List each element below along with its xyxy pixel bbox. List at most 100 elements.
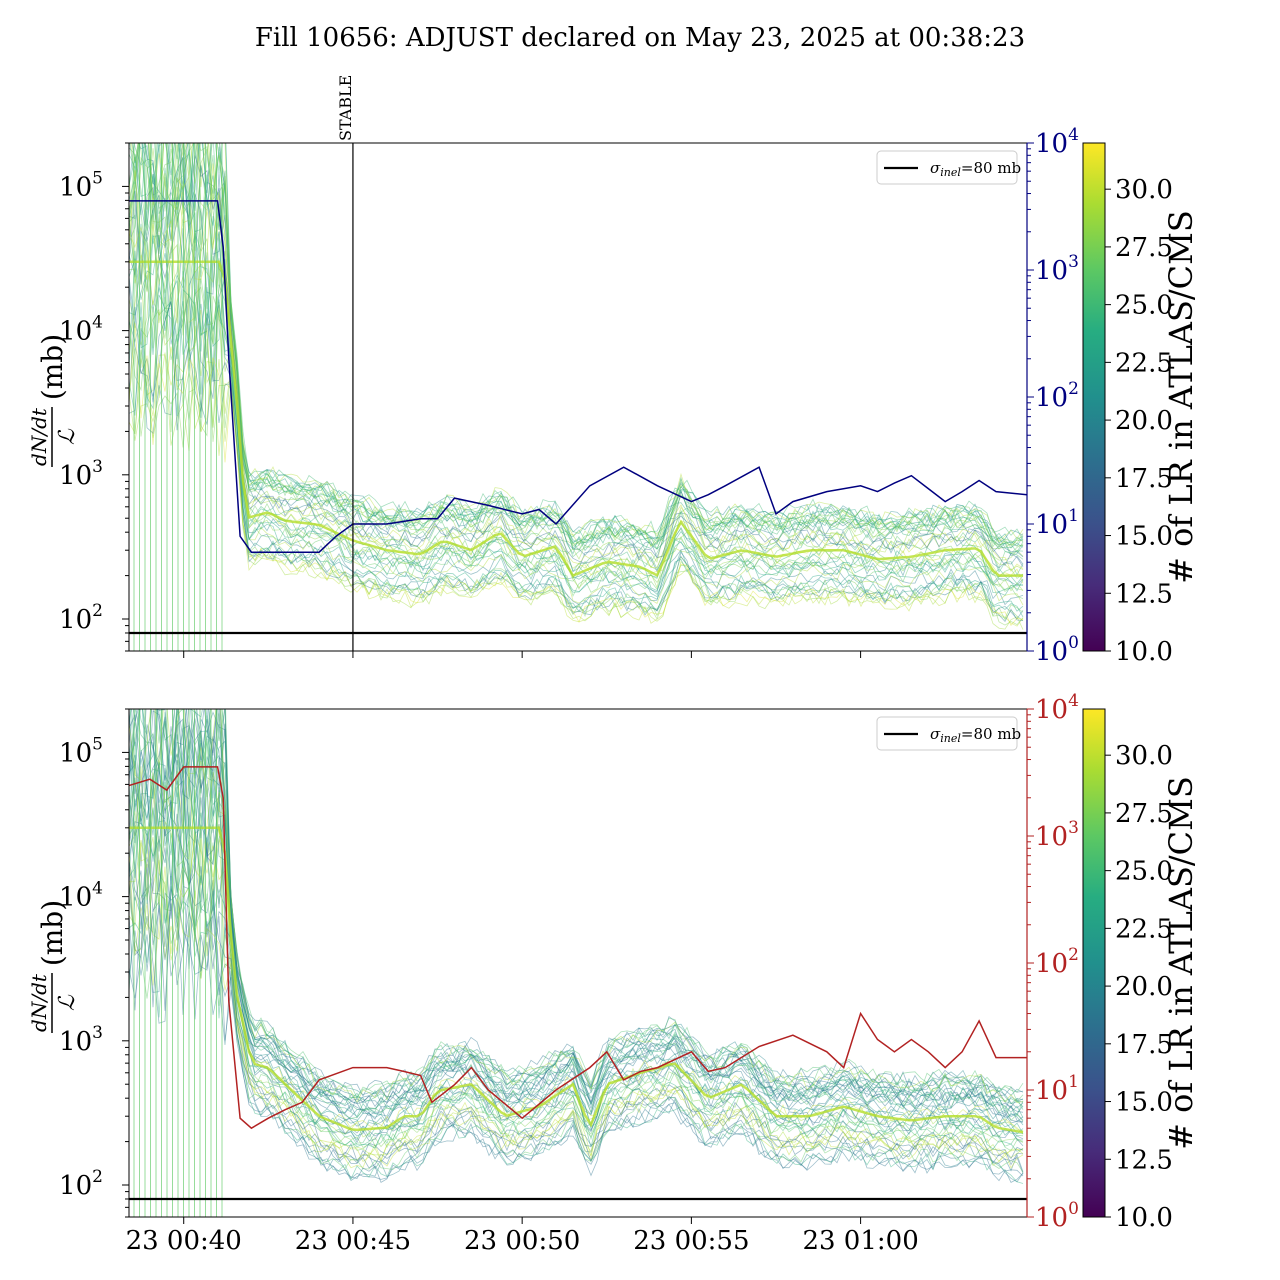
lr-curve <box>129 219 1024 591</box>
colorbar-tick-label: 30.0 <box>1115 175 1173 205</box>
lr-curve <box>129 143 1024 555</box>
lr-curve <box>129 144 1024 564</box>
legend: σinel=80 mb <box>876 150 1021 185</box>
lr-curve <box>129 192 1024 584</box>
lr-curve <box>129 709 1024 1105</box>
lr-curve <box>132 709 1024 1096</box>
x-ticks: 23 00:40 23 00:45 23 00:50 23 00:55 23 01:00 <box>126 1217 919 1256</box>
lr-curve <box>129 759 1024 1137</box>
y-tick-label: 105 <box>59 734 103 768</box>
lr-curve <box>129 270 1024 606</box>
y-label-numerator: dN/dt <box>27 973 51 1032</box>
x-tick-label: 23 00:50 <box>464 1226 580 1256</box>
lr-curve <box>129 709 1024 1122</box>
colorbar-tick-label: 17.5 <box>1115 1030 1173 1060</box>
secondary-y-tick-label: 103 <box>1035 252 1079 286</box>
colorbar-tick-label: 25.0 <box>1115 291 1173 321</box>
legend-box <box>876 716 1018 751</box>
x-tick-label: 23 00:40 <box>126 1226 242 1256</box>
lr-curve <box>129 872 1024 1173</box>
colorbar-tick-label: 12.5 <box>1115 1145 1173 1175</box>
secondary-y-tick-label: 100 <box>1035 1199 1079 1233</box>
lr-curve <box>129 325 1024 630</box>
lr-curve <box>129 143 1024 551</box>
lr-curve <box>129 886 1024 1184</box>
colorbar-tick-label: 15.0 <box>1115 1088 1173 1118</box>
lr-curve <box>129 709 1024 1109</box>
top-panel: STABLE 102 103 104 105 100 101 102 103 104 dN/dt ℒ (… <box>27 75 1200 667</box>
y-label-denominator: ℒ <box>55 428 80 445</box>
y-label-unit: (mb) <box>36 900 69 966</box>
lr-curve <box>129 143 1024 548</box>
lr-curve <box>129 143 1024 542</box>
lr-curve <box>129 831 1024 1163</box>
colorbar-tick-label: 10.0 <box>1115 637 1173 667</box>
plot-area <box>129 709 1027 1217</box>
lr-curve <box>129 866 1024 1169</box>
lr-curve <box>129 861 1024 1172</box>
x-ticks <box>183 651 862 658</box>
lr-curve <box>129 888 1024 1183</box>
y-label-group: dN/dt ℒ (mb) <box>27 900 80 1033</box>
colorbar-tick-label: 30.0 <box>1115 741 1173 771</box>
secondary-y-tick-label: 104 <box>1035 691 1079 725</box>
lr-curve <box>133 143 1024 549</box>
y-label-denominator: ℒ <box>55 994 80 1011</box>
y-label-unit: (mb) <box>36 334 69 400</box>
colorbar-label: # of LR in ATLAS/CMS <box>1162 210 1200 584</box>
lr-curve <box>129 820 1024 1160</box>
y-tick-label: 103 <box>59 1023 103 1057</box>
colorbar-tick-label: 27.5 <box>1115 233 1173 263</box>
secondary-y-tick-label: 102 <box>1035 379 1079 413</box>
lr-curve <box>129 886 1024 1183</box>
lr-curve <box>129 709 1024 1104</box>
lr-curve <box>129 892 1024 1183</box>
lr-curve <box>129 297 1024 619</box>
lr-curve <box>129 143 1024 545</box>
lr-curve <box>129 237 1024 599</box>
lr-curve <box>129 834 1024 1163</box>
lr-curve <box>129 709 1024 1097</box>
colorbar-tick-label: 15.0 <box>1115 522 1173 552</box>
colorbar-tick-label: 20.0 <box>1115 406 1173 436</box>
median-curve <box>129 826 1024 1134</box>
lr-curve <box>131 709 1024 1109</box>
lr-curve <box>129 284 1024 613</box>
luminosity-region-curves <box>129 709 1024 1184</box>
lr-curve <box>129 709 1024 1113</box>
lr-curve <box>129 799 1024 1149</box>
colorbar-tick-label: 27.5 <box>1115 799 1173 829</box>
primary-y-ticks: 102 103 104 105 <box>59 708 129 1218</box>
lr-curve <box>129 731 1024 1127</box>
lr-curve <box>129 155 1024 567</box>
colorbar-tick-label: 17.5 <box>1115 464 1173 494</box>
legend-box <box>876 150 1018 185</box>
lr-curve <box>129 345 1024 627</box>
secondary-y-tick-label: 104 <box>1035 125 1079 159</box>
stable-marker-label: STABLE <box>336 75 355 141</box>
lr-curve <box>129 808 1024 1152</box>
lr-curve <box>129 228 1024 593</box>
lr-curve <box>129 163 1024 572</box>
secondary-y-tick-label: 100 <box>1035 633 1079 667</box>
primary-y-ticks: 102 103 104 105 <box>59 142 129 652</box>
colorbar-tick-label: 22.5 <box>1115 348 1173 378</box>
lr-curve <box>129 799 1024 1152</box>
lr-curve <box>129 143 1024 544</box>
lr-curve <box>131 143 1024 550</box>
secondary-y-ticks: 100 101 102 103 104 <box>1027 691 1079 1233</box>
lr-curve <box>129 143 1024 559</box>
lr-curve <box>129 174 1024 576</box>
secondary-y-tick-label: 103 <box>1035 818 1079 852</box>
y-tick-label: 102 <box>59 601 103 635</box>
lr-curve <box>129 143 1024 557</box>
lr-curve <box>129 709 1024 1103</box>
legend: σinel=80 mb <box>876 716 1021 751</box>
lr-curve <box>129 709 1024 1112</box>
secondary-y-ticks: 100 101 102 103 104 <box>1027 125 1079 667</box>
lr-curve <box>129 864 1024 1174</box>
legend-sigma-label: σinel=80 mb <box>930 725 1021 745</box>
colorbar-tick-label: 25.0 <box>1115 857 1173 887</box>
y-tick-label: 103 <box>59 457 103 491</box>
lr-curve <box>129 234 1024 592</box>
